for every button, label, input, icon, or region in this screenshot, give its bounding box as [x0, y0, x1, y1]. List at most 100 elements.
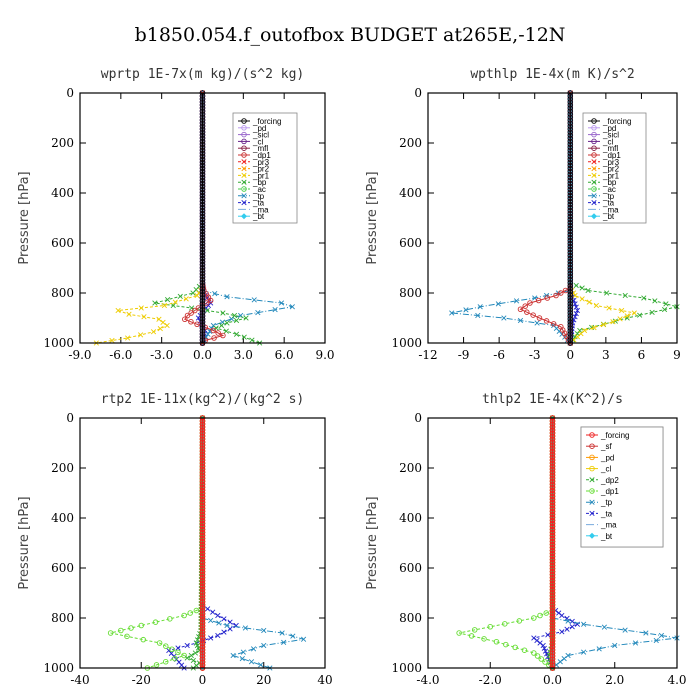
series-point: [199, 270, 206, 277]
series-point: [199, 620, 206, 626]
series-point: [199, 96, 206, 102]
series-point: [549, 451, 556, 457]
series-point: [527, 300, 533, 306]
x-tick-label: -9.0: [68, 348, 91, 362]
y-tick-label: 1000: [391, 661, 422, 675]
series-point: [215, 612, 221, 619]
series-point: [549, 496, 556, 503]
legend-label: _bt: [600, 532, 613, 541]
series-point: [541, 645, 547, 651]
series-point: [549, 511, 556, 518]
series-point: [241, 179, 247, 185]
legend-entry: _pr1: [238, 171, 270, 180]
series-point: [549, 583, 556, 590]
series-point: [199, 469, 206, 475]
series-point: [589, 477, 595, 483]
series-point: [199, 644, 206, 650]
series-point: [199, 641, 206, 647]
series-point: [567, 135, 574, 141]
series-point: [192, 650, 198, 656]
legend-entry: _ta: [588, 199, 615, 208]
series-point: [567, 295, 574, 301]
y-tick-label: 800: [51, 611, 74, 625]
y-tick-label: 0: [66, 411, 74, 425]
series-point: [210, 609, 216, 615]
series-point: [549, 520, 556, 527]
legend-label: _forcing: [600, 431, 629, 440]
series-point: [137, 332, 144, 338]
series-point: [649, 309, 655, 315]
series-point: [199, 237, 206, 244]
series-point: [199, 204, 206, 211]
series-point: [248, 659, 255, 665]
series-point: [549, 641, 556, 647]
legend-label: _pd: [602, 124, 616, 133]
series-point: [567, 150, 574, 156]
legend-label: _forcing: [602, 117, 631, 126]
series-point: [477, 304, 483, 310]
series-point: [241, 193, 247, 199]
x-tick-label: 0.0: [193, 348, 212, 362]
series-line: [202, 617, 304, 669]
series-ta: [531, 605, 581, 671]
series-point: [199, 418, 206, 424]
series-point: [199, 93, 206, 99]
series-point: [589, 532, 595, 539]
series-point: [221, 629, 227, 635]
series-point: [249, 337, 255, 343]
series-point: [199, 608, 206, 614]
legend-entry: _pr3: [238, 158, 270, 167]
series-point: [199, 605, 206, 611]
series-point: [591, 199, 597, 206]
series-point: [567, 156, 574, 163]
series-point: [199, 126, 206, 132]
series-point: [606, 305, 612, 311]
series-point: [524, 309, 530, 315]
series-point: [549, 436, 556, 442]
series-point: [567, 198, 574, 205]
legend-label: _forcing: [252, 117, 281, 126]
series-point: [549, 586, 556, 593]
series-point: [589, 454, 595, 461]
series-point: [573, 304, 579, 310]
y-tick-label: 1000: [43, 336, 74, 350]
series-point: [199, 334, 206, 340]
legend-entry: _ta: [586, 509, 613, 518]
series-point: [468, 633, 475, 639]
series-point: [567, 301, 574, 307]
series-point: [199, 292, 206, 298]
series-dp1: [456, 607, 556, 671]
series-point: [619, 307, 625, 314]
legend-entry: _ma: [238, 205, 269, 214]
series-point: [183, 296, 189, 302]
series-point: [177, 293, 183, 299]
series-point: [242, 625, 248, 631]
series-point: [549, 424, 556, 430]
series-point: [199, 307, 206, 313]
series-point: [241, 125, 247, 131]
series-point: [199, 210, 206, 217]
legend-entry: _pd: [588, 124, 616, 133]
series-point: [549, 632, 556, 638]
series-point: [593, 302, 599, 309]
series-point: [224, 320, 230, 326]
series-point: [199, 427, 206, 433]
y-axis-label: Pressure [hPa]: [365, 496, 380, 589]
x-tick-label: -9: [458, 348, 470, 362]
series-point: [199, 505, 206, 512]
legend-entry: _bt: [588, 212, 615, 221]
series-point: [456, 630, 462, 636]
series-point: [199, 478, 206, 485]
series-point: [495, 301, 501, 307]
series-point: [549, 433, 556, 439]
series-point: [199, 171, 206, 178]
panel-title: rtp2 1E-11x(kg^2)/(kg^2 s): [101, 392, 305, 407]
series-point: [567, 304, 574, 310]
legend-label: _pd: [252, 124, 266, 133]
series-point: [624, 313, 630, 319]
series-point: [567, 234, 574, 241]
series-line: [154, 282, 260, 344]
series-point: [199, 219, 206, 226]
series-point: [188, 310, 194, 316]
series-point: [549, 502, 556, 509]
